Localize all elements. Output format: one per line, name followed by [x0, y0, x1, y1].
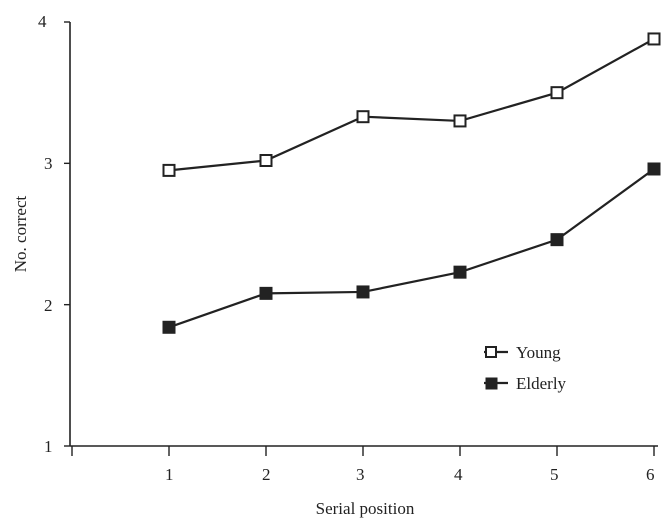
y-tick-label-1: 1 [44, 437, 53, 456]
x-tick-label-3: 3 [356, 465, 365, 484]
legend-elderly-label: Elderly [516, 374, 567, 393]
point-young-4 [453, 114, 467, 128]
x-tick-label-2: 2 [262, 465, 271, 484]
point-elderly-5 [550, 233, 564, 247]
legend: Young Elderly [484, 343, 567, 393]
y-tick-label-4: 4 [38, 12, 47, 31]
legend-young-marker [485, 346, 497, 358]
series-line-elderly [168, 168, 655, 329]
point-elderly-1 [162, 320, 176, 334]
point-elderly-3 [356, 285, 370, 299]
x-axis-label: Serial position [316, 499, 415, 518]
x-tick-label-1: 1 [165, 465, 174, 484]
point-young-5 [550, 86, 564, 100]
point-young-3 [356, 110, 370, 124]
x-tick-label-5: 5 [550, 465, 559, 484]
legend-elderly-marker [485, 377, 498, 390]
point-elderly-2 [259, 286, 273, 300]
y-tick-label-3: 3 [44, 154, 53, 173]
point-young-6 [647, 32, 661, 46]
point-elderly-6 [647, 162, 661, 176]
point-young-1 [162, 163, 176, 177]
series-line-young [168, 37, 655, 172]
y-tick-label-2: 2 [44, 296, 53, 315]
point-young-2 [259, 154, 273, 168]
y-axis-label: No. correct [11, 195, 30, 272]
legend-young-label: Young [516, 343, 561, 362]
series-layer [162, 32, 661, 334]
x-tick-label-6: 6 [646, 465, 655, 484]
point-elderly-4 [453, 265, 467, 279]
x-tick-label-4: 4 [454, 465, 463, 484]
